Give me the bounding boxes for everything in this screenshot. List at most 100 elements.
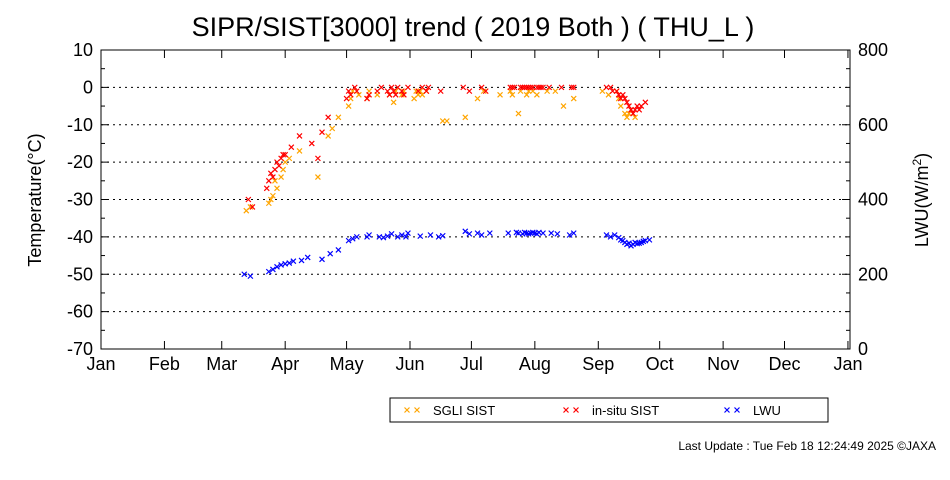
in-situ-sist-point — [276, 162, 282, 169]
sgli-sist-point — [480, 88, 487, 95]
sgli-sist-point — [560, 103, 567, 109]
y-axis-label: Temperature(°C) — [25, 133, 45, 266]
y-tick-label: -30 — [67, 190, 93, 210]
lwu-point — [384, 233, 391, 240]
in-situ-sist-point — [423, 88, 430, 95]
x-tick-label: Feb — [149, 354, 180, 374]
in-situ-sist-point — [288, 144, 295, 151]
sgli-sist-point — [247, 204, 254, 210]
sgli-sist-point — [443, 118, 450, 124]
lwu-point — [505, 230, 512, 237]
y2-tick-label: 400 — [858, 190, 888, 210]
x-tick-label: May — [330, 354, 364, 374]
sgli-sist-point — [314, 174, 321, 180]
sgli-sist-point — [274, 185, 280, 192]
in-situ-sist-point — [570, 84, 577, 91]
x-tick-label: Nov — [707, 354, 739, 374]
chart-title: SIPR/SIST[3000] trend ( 2019 Both ) ( TH… — [192, 12, 755, 42]
lwu-point — [634, 240, 641, 247]
y2-axis-label: LWU(W/m2) — [910, 153, 932, 247]
sgli-sist-point — [272, 177, 278, 184]
x-tick-label: Jul — [460, 354, 483, 374]
lwu-point — [540, 230, 546, 237]
in-situ-sist-point — [366, 91, 373, 98]
in-situ-sist-point — [308, 140, 315, 147]
in-situ-sist-point — [630, 110, 637, 117]
lwu-point — [466, 230, 473, 237]
in-situ-sist-point — [460, 84, 467, 91]
sgli-sist-point — [329, 125, 336, 132]
sgli-sist-point — [523, 91, 530, 98]
sgli-sist-point — [497, 91, 503, 98]
sgli-sist-point — [533, 91, 540, 98]
lwu-point — [417, 233, 424, 240]
in-situ-sist-point — [624, 99, 630, 106]
lwu-point — [274, 263, 280, 270]
lwu-point — [278, 261, 285, 268]
lwu-point — [380, 234, 387, 241]
legend-marker — [573, 407, 579, 413]
lwu-point — [611, 232, 618, 238]
data-points — [241, 84, 653, 280]
legend-marker — [563, 407, 569, 413]
lwu-point — [398, 232, 405, 238]
x-tick-label: Jan — [833, 354, 862, 374]
x-tick-label: Dec — [769, 354, 801, 374]
in-situ-sist-point — [568, 84, 575, 91]
in-situ-sist-point — [269, 174, 276, 180]
legend-label: in-situ SIST — [592, 403, 659, 418]
last-update-text: Last Update : Tue Feb 18 12:24:49 2025 ©… — [678, 439, 936, 453]
in-situ-sist-point — [546, 84, 553, 91]
in-situ-sist-point — [437, 88, 444, 95]
in-situ-sist-point — [345, 88, 352, 95]
in-situ-sist-point — [351, 84, 358, 91]
y2-tick-label: 0 — [858, 339, 868, 359]
in-situ-sist-point — [527, 84, 534, 91]
x-tick-label: Oct — [646, 354, 674, 374]
lwu-point — [548, 230, 555, 237]
sgli-sist-point — [552, 88, 559, 95]
lwu-point — [646, 236, 653, 243]
lwu-point — [265, 268, 272, 275]
lwu-point — [304, 254, 311, 261]
in-situ-sist-point — [378, 84, 385, 91]
in-situ-sist-point — [249, 204, 256, 210]
legend-item: SGLI SIST — [404, 403, 495, 418]
y-tick-label: -20 — [67, 152, 93, 172]
in-situ-sist-point — [425, 84, 432, 91]
x-tick-label: Mar — [206, 354, 237, 374]
sgli-sist-point — [355, 91, 362, 98]
x-tick-label: Aug — [519, 354, 551, 374]
lwu-point — [435, 233, 442, 240]
lwu-point — [570, 230, 577, 237]
in-situ-sist-point — [245, 196, 252, 203]
lwu-point — [290, 258, 297, 265]
lwu-point — [474, 230, 481, 237]
x-tick-label: Sep — [582, 354, 614, 374]
sgli-sist-point — [617, 103, 624, 109]
lwu-point — [388, 230, 395, 237]
lwu-point — [349, 235, 356, 242]
sgli-sist-point — [390, 99, 397, 106]
lwu-point — [554, 230, 561, 237]
y2-tick-label: 600 — [858, 115, 888, 135]
y2-tick-label: 800 — [858, 40, 888, 60]
lwu-point — [366, 232, 373, 238]
lwu-point — [269, 266, 276, 273]
in-situ-sist-point — [325, 114, 332, 121]
in-situ-sist-point — [405, 84, 411, 91]
lwu-point — [478, 232, 485, 238]
legend-label: SGLI SIST — [433, 403, 495, 418]
in-situ-sist-point — [263, 185, 270, 192]
y-tick-label: -60 — [67, 302, 93, 322]
y-tick-label: -70 — [67, 339, 93, 359]
lwu-point — [462, 228, 469, 235]
sgli-sist-point — [632, 114, 639, 121]
sgli-sist-point — [345, 103, 352, 109]
legend: SGLI SIST in-situ SIST LWU — [404, 403, 781, 418]
sgli-sist-point — [509, 91, 516, 98]
lwu-point — [319, 256, 325, 263]
legend-box — [389, 397, 829, 423]
sgli-sist-point — [570, 95, 577, 102]
